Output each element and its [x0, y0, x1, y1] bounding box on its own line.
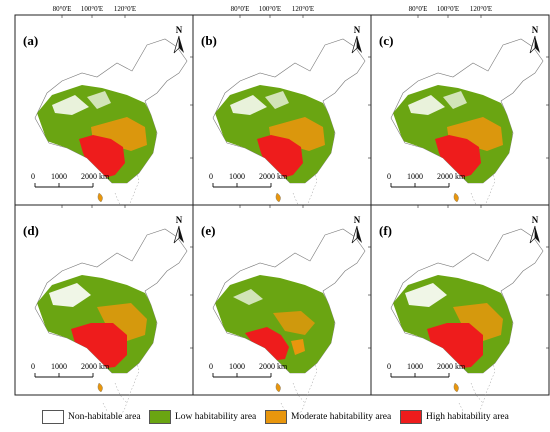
scale-bar-label: 1000 — [51, 362, 67, 371]
scale-bar-label: 0 — [387, 362, 391, 371]
north-arrow-label: N — [354, 25, 361, 35]
scale-bar-label: 0 — [31, 362, 35, 371]
panel-label: (c) — [379, 33, 393, 48]
north-arrow-label: N — [532, 25, 539, 35]
legend-label: Low habitability area — [175, 412, 257, 422]
scale-bar-label: 1000 — [407, 362, 423, 371]
scale-bar: 0 1000 2000 km — [209, 172, 288, 188]
scale-bar: 0 1000 2000 km — [209, 362, 288, 378]
scale-bar-label: 2000 km — [81, 362, 110, 371]
north-arrow-label: N — [532, 215, 539, 225]
scale-bar-label: 1000 — [229, 172, 245, 181]
panel-label: (e) — [201, 223, 215, 238]
north-arrow-label: N — [176, 25, 183, 35]
legend-item-moderate: Moderate habitability area — [265, 409, 391, 425]
lon-tick-label: 120°0'E — [470, 5, 492, 13]
map-panel: 80°0'E 100°0'E 120°0'E (b) N 0 1000 2000 km — [192, 5, 372, 230]
north-arrow-icon: N — [529, 215, 540, 244]
legend-label: Moderate habitability area — [291, 412, 392, 422]
lon-tick-label: 120°0'E — [292, 5, 314, 13]
scale-bar-label: 2000 km — [259, 362, 288, 371]
legend-item-high: High habitability area — [400, 409, 509, 425]
legend-swatch-non-habitable — [42, 410, 64, 424]
legend-swatch-moderate — [265, 410, 287, 424]
north-arrow-right-half — [357, 36, 362, 53]
lon-tick-label: 120°0'E — [114, 5, 136, 13]
map-panel: 80°0'E 100°0'E 120°0'E (a) N 0 1000 2000 km — [14, 5, 194, 230]
map-panel: 80°0'E100°0'E120°0'E50°0'N30°0'N10°0'N(c… — [370, 5, 550, 230]
legend: Non-habitable area Low habitability area… — [0, 405, 550, 429]
lon-tick-label: 100°0'E — [81, 5, 103, 13]
north-arrow-icon: N — [173, 25, 184, 54]
north-arrow-icon: N — [173, 215, 184, 244]
scale-bar: 0 1000 2000 km — [31, 172, 110, 188]
legend-item-non-habitable: Non-habitable area — [42, 409, 141, 425]
north-arrow-right-half — [179, 226, 184, 243]
panel-label: (d) — [23, 223, 39, 238]
north-arrow-icon: N — [351, 215, 362, 244]
lon-tick-label: 80°0'E — [231, 5, 250, 13]
scale-bar-label: 2000 km — [259, 172, 288, 181]
north-arrow-label: N — [176, 215, 183, 225]
scale-bar-label: 1000 — [229, 362, 245, 371]
legend-swatch-high — [400, 410, 422, 424]
legend-swatch-low — [149, 410, 171, 424]
north-arrow-right-half — [535, 36, 540, 53]
north-arrow-icon: N — [351, 25, 362, 54]
scale-bar-label: 0 — [387, 172, 391, 181]
north-arrow-left-half — [351, 225, 358, 244]
scale-bar-label: 2000 km — [81, 172, 110, 181]
north-arrow-right-half — [535, 226, 540, 243]
scale-bar-label: 2000 km — [437, 362, 466, 371]
scale-bar-label: 0 — [209, 172, 213, 181]
scale-bar: 0 1000 2000 km — [387, 362, 466, 378]
map-panel: (e) N 0 1000 2000 km — [192, 204, 372, 420]
lon-tick-label: 80°0'E — [53, 5, 72, 13]
north-arrow-left-half — [351, 35, 358, 54]
scale-bar-label: 1000 — [407, 172, 423, 181]
north-arrow-left-half — [173, 35, 180, 54]
lon-tick-label: 80°0'E — [409, 5, 428, 13]
north-arrow-right-half — [179, 36, 184, 53]
north-arrow-left-half — [173, 225, 180, 244]
scale-bar-label: 0 — [209, 362, 213, 371]
legend-label: High habitability area — [426, 412, 509, 422]
scale-bar: 0 1000 2000 km — [387, 172, 466, 188]
map-panel: (d) N 0 1000 2000 km — [14, 204, 194, 420]
scale-bar-label: 2000 km — [437, 172, 466, 181]
scale-bar: 0 1000 2000 km — [31, 362, 110, 378]
legend-item-low: Low habitability area — [149, 409, 256, 425]
legend-label: Non-habitable area — [68, 412, 141, 422]
scale-bar-label: 1000 — [51, 172, 67, 181]
panel-label: (f) — [379, 223, 392, 238]
lon-tick-label: 100°0'E — [259, 5, 281, 13]
north-arrow-right-half — [357, 226, 362, 243]
panel-label: (b) — [201, 33, 217, 48]
north-arrow-left-half — [529, 35, 536, 54]
panel-label: (a) — [23, 33, 38, 48]
lon-tick-label: 100°0'E — [437, 5, 459, 13]
north-arrow-left-half — [529, 225, 536, 244]
scale-bar-label: 0 — [31, 172, 35, 181]
north-arrow-icon: N — [529, 25, 540, 54]
north-arrow-label: N — [354, 215, 361, 225]
